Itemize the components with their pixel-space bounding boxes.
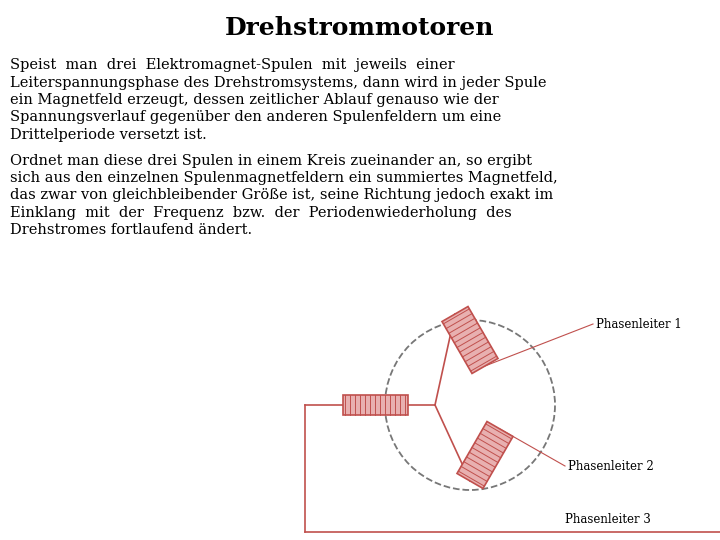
Polygon shape — [442, 307, 498, 374]
Text: Spannungsverlauf gegenüber den anderen Spulenfeldern um eine: Spannungsverlauf gegenüber den anderen S… — [10, 111, 501, 125]
Text: Ordnet man diese drei Spulen in einem Kreis zueinander an, so ergibt: Ordnet man diese drei Spulen in einem Kr… — [10, 153, 532, 167]
Text: ein Magnetfeld erzeugt, dessen zeitlicher Ablauf genauso wie der: ein Magnetfeld erzeugt, dessen zeitliche… — [10, 93, 499, 107]
Text: Speist  man  drei  Elektromagnet-Spulen  mit  jeweils  einer: Speist man drei Elektromagnet-Spulen mit… — [10, 58, 454, 72]
Text: sich aus den einzelnen Spulenmagnetfeldern ein summiertes Magnetfeld,: sich aus den einzelnen Spulenmagnetfelde… — [10, 171, 558, 185]
Text: Drittelperiode versetzt ist.: Drittelperiode versetzt ist. — [10, 128, 207, 142]
Text: Einklang  mit  der  Frequenz  bzw.  der  Periodenwiederholung  des: Einklang mit der Frequenz bzw. der Perio… — [10, 206, 512, 220]
Text: Drehstromes fortlaufend ändert.: Drehstromes fortlaufend ändert. — [10, 224, 252, 238]
Text: Phasenleiter 1: Phasenleiter 1 — [596, 318, 682, 330]
Polygon shape — [343, 395, 408, 415]
Text: das zwar von gleichbleibender Größe ist, seine Richtung jedoch exakt im: das zwar von gleichbleibender Größe ist,… — [10, 188, 553, 202]
Text: Phasenleiter 3: Phasenleiter 3 — [565, 513, 651, 526]
Text: Drehstrommotoren: Drehstrommotoren — [225, 16, 495, 40]
Polygon shape — [457, 422, 513, 489]
Text: Phasenleiter 2: Phasenleiter 2 — [568, 460, 654, 472]
Text: Leiterspannungsphase des Drehstromsystems, dann wird in jeder Spule: Leiterspannungsphase des Drehstromsystem… — [10, 76, 546, 90]
